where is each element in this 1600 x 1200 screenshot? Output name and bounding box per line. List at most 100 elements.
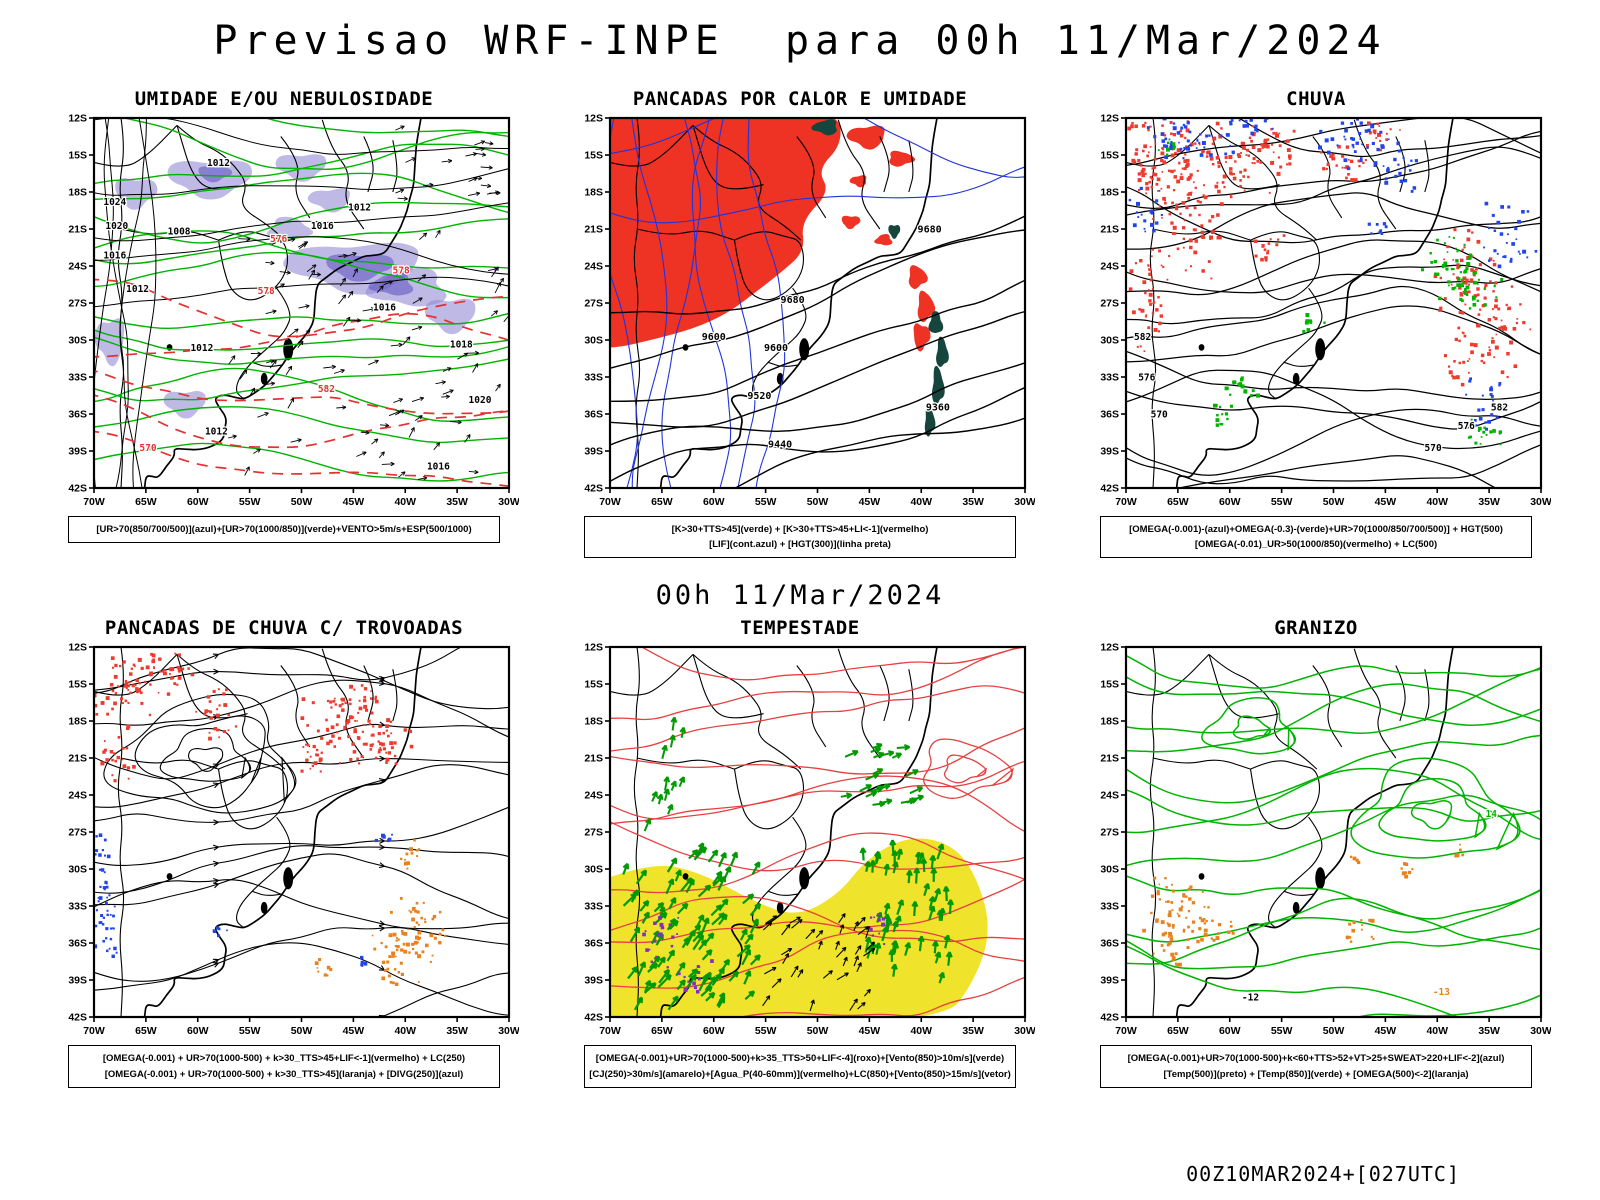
lat-tick-label: 30S — [68, 335, 87, 347]
lat-tick-label: 30S — [68, 864, 87, 876]
political-border — [908, 140, 914, 193]
political-border — [236, 287, 291, 400]
lat-tick-label: 36S — [68, 938, 87, 950]
lat-tick-label: 24S — [1100, 261, 1119, 273]
lat-tick-label: 36S — [1100, 938, 1119, 950]
svg-text:576: 576 — [270, 234, 287, 245]
political-border — [796, 665, 827, 748]
svg-text:1016: 1016 — [103, 251, 126, 262]
lat-tick-label: 24S — [68, 261, 87, 273]
lon-tick-label: 70W — [1115, 1025, 1137, 1037]
svg-text:1016: 1016 — [373, 302, 396, 313]
lon-tick-label: 45W — [859, 496, 881, 508]
lon-tick-label: 50W — [807, 1025, 829, 1037]
political-border — [610, 125, 694, 167]
political-border — [363, 665, 374, 722]
svg-text:1012: 1012 — [190, 343, 213, 354]
political-border — [117, 647, 125, 1018]
lat-tick-label: 18S — [1100, 187, 1119, 199]
lon-tick-label: 30W — [498, 1025, 519, 1037]
svg-text:9600: 9600 — [702, 332, 726, 343]
political-border — [796, 136, 827, 219]
political-border — [1268, 817, 1323, 929]
political-border — [636, 228, 735, 241]
lon-tick-label: 60W — [703, 1025, 725, 1037]
lat-tick-label: 42S — [584, 1012, 603, 1024]
lat-tick-label: 18S — [584, 187, 603, 199]
map-layers: -12 -13 14 — [1126, 647, 1541, 1018]
legend-line: [OMEGA(-0.001)+UR>70(1000-500)+k<60+TTS>… — [1127, 1053, 1505, 1065]
lat-tick-label: 24S — [584, 261, 603, 273]
legend-line: [OMEGA(-0.001) + UR>70(1000-500) + k>30_… — [102, 1053, 466, 1065]
lat-tick-label: 24S — [68, 790, 87, 802]
political-border — [176, 124, 286, 241]
political-border — [94, 654, 178, 697]
political-border — [692, 654, 802, 770]
map-layers: 1012 1016 1012 1024 1020 1016 1012 1008 1012 1016… — [94, 118, 509, 488]
lake — [260, 902, 268, 915]
forecast-row-top: UMIDADE E/OU NEBULOSIDADE 1012 1016 1012 10… — [0, 88, 1600, 559]
svg-text:582: 582 — [318, 384, 335, 395]
lon-tick-label: 35W — [446, 1025, 468, 1037]
lat-tick-label: 30S — [1100, 864, 1119, 876]
lon-tick-label: 35W — [962, 1025, 984, 1037]
lat-tick-label: 18S — [68, 716, 87, 728]
lon-tick-label: 65W — [1167, 496, 1189, 508]
lat-tick-label: 33S — [1100, 901, 1119, 913]
lat-tick-label: 33S — [68, 372, 87, 384]
lon-tick-label: 40W — [1426, 1025, 1448, 1037]
svg-text:9520: 9520 — [747, 391, 771, 402]
lon-tick-label: 40W — [394, 1025, 416, 1037]
lake — [283, 867, 294, 890]
lat-tick-label: 39S — [68, 446, 87, 458]
lon-tick-label: 30W — [1014, 496, 1035, 508]
svg-text:570: 570 — [139, 443, 156, 454]
lat-tick-label: 12S — [68, 642, 87, 654]
lat-tick-label: 24S — [1100, 790, 1119, 802]
svg-text:1008: 1008 — [168, 227, 191, 238]
page-title: Previsao WRF-INPE para 00h 11/Mar/2024 — [213, 18, 1387, 64]
panel-title: UMIDADE E/OU NEBULOSIDADE — [134, 88, 434, 110]
political-border — [363, 136, 374, 193]
lon-tick-label: 60W — [187, 496, 209, 508]
political-border — [733, 760, 805, 830]
lat-tick-label: 36S — [584, 409, 603, 421]
lon-tick-label: 35W — [446, 496, 468, 508]
map-umidade-nebulosidade: 1012 1016 1012 1024 1020 1016 1012 1008 1012 1016… — [68, 113, 519, 508]
lon-tick-label: 55W — [755, 496, 777, 508]
svg-text:1024: 1024 — [103, 197, 126, 208]
legend-line: [K>30+TTS>45](verde) + [K>30+TTS>45+LI<-… — [671, 524, 929, 535]
lon-tick-label: 50W — [807, 496, 829, 508]
panel-pancadas-calor-umidade: PANCADAS POR CALOR E UMIDADE 9680 9680 960… — [565, 88, 1035, 559]
svg-text:9440: 9440 — [768, 439, 792, 450]
political-border — [217, 231, 289, 301]
lat-tick-label: 39S — [68, 975, 87, 987]
lon-tick-label: 45W — [1375, 496, 1397, 508]
lat-tick-label: 27S — [68, 827, 87, 839]
lat-tick-label: 21S — [1100, 224, 1119, 236]
lat-tick-label: 15S — [68, 150, 87, 162]
legend-box: [OMEGA(-0.001)-(azul)+OMEGA(-0.3)-(verde… — [1100, 516, 1532, 559]
map-layers — [610, 647, 1025, 1018]
legend-line: [UR>70(850/700/500)](azul)+[UR>70(1000/8… — [96, 524, 472, 535]
lon-tick-label: 30W — [1014, 1025, 1035, 1037]
lon-tick-label: 60W — [703, 496, 725, 508]
political-border — [1283, 891, 1315, 897]
panel-granizo: GRANIZO -12 -13 14 12S 15S 18S 21S 24S 27S 30S 33S… — [1081, 617, 1551, 1088]
panel-tempestade: TEMPESTADE 12S 15S 18S 21S 24S 27S 30S 33S 36S 39… — [565, 617, 1035, 1088]
lon-tick-label: 45W — [343, 496, 365, 508]
political-border — [1424, 669, 1430, 722]
lon-tick-label: 65W — [651, 496, 673, 508]
svg-text:582: 582 — [1134, 332, 1151, 343]
lake — [1198, 873, 1205, 881]
map-pancadas-calor-umidade: 9680 9680 9600 9520 9440 9360 9600 12S 15S 18S 21S… — [584, 113, 1035, 508]
lat-tick-label: 15S — [1100, 150, 1119, 162]
panel-chuva: CHUVA 582 576 570 570 576 582 12S 15S 18S 21S 24S 2… — [1081, 88, 1551, 559]
legend-line: [OMEGA(-0.01)_UR>50(1000/850)(vermelho) … — [1194, 539, 1438, 551]
lat-tick-label: 27S — [1100, 827, 1119, 839]
svg-text:1012: 1012 — [207, 158, 230, 169]
lon-tick-label: 45W — [1375, 1025, 1397, 1037]
lat-tick-label: 42S — [68, 1012, 87, 1024]
svg-text:570: 570 — [1151, 410, 1168, 421]
